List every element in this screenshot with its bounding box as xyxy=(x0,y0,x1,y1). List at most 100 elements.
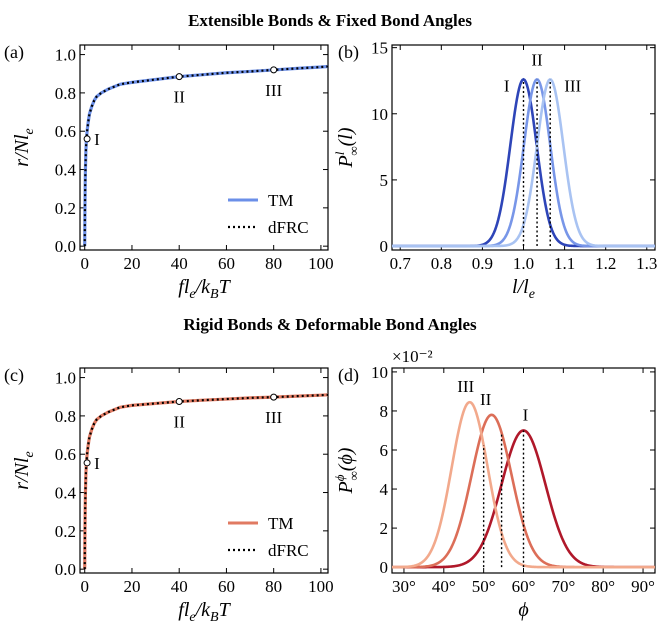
axis-label-part: r/Nl xyxy=(11,457,33,490)
x-tick-label: 40° xyxy=(432,577,456,596)
axis-label-part: (l) xyxy=(335,127,357,146)
axis-label-part: l xyxy=(332,151,347,155)
x-tick-label: 20 xyxy=(123,577,140,596)
tm-curve xyxy=(83,64,328,247)
plot-frame xyxy=(79,44,329,251)
axis-label-part: fl xyxy=(178,276,190,298)
tm-curve xyxy=(83,393,328,570)
axis-label-part: e xyxy=(189,610,195,625)
x-tick-label: 40 xyxy=(171,577,188,596)
y-tick-label: 1.0 xyxy=(55,46,76,65)
legend-label-tm: TM xyxy=(268,514,294,533)
x-tick-label: 1.0 xyxy=(513,254,534,273)
distribution-curve-III xyxy=(392,78,655,248)
y-tick-label: 0 xyxy=(380,237,389,256)
y-axis-label: Pl∞(l) xyxy=(332,127,361,168)
x-tick-label: 1.1 xyxy=(554,254,575,273)
state-marker xyxy=(83,135,91,143)
state-marker xyxy=(270,66,278,74)
state-marker xyxy=(83,459,91,467)
x-tick-label: 0.8 xyxy=(431,254,452,273)
y-tick-label: 0.4 xyxy=(55,161,77,180)
x-tick-label: 0 xyxy=(80,254,89,273)
y-tick-label: 0.4 xyxy=(55,484,77,503)
panel-label: (c) xyxy=(4,365,24,386)
axis-label-part: e xyxy=(22,451,37,457)
axis-label-part: fl xyxy=(178,599,190,621)
y-tick-label: 0.6 xyxy=(55,122,76,141)
y-axis-label: r/Nle xyxy=(11,128,37,166)
y-tick-label: 0.8 xyxy=(55,84,76,103)
y-multiplier: ×10⁻² xyxy=(392,347,433,366)
y-tick-label: 0.6 xyxy=(55,445,76,464)
x-axis-label: fle/kBT xyxy=(178,599,231,625)
axis-label-part: e xyxy=(189,287,195,302)
y-tick-label: 6 xyxy=(380,441,389,460)
y-axis-label: Pϕ∞(ϕ) xyxy=(332,447,361,494)
axis-label-part: (ϕ) xyxy=(335,447,357,471)
y-tick-label: 1.0 xyxy=(55,369,76,388)
x-tick-label: 60 xyxy=(218,577,235,596)
legend-label-dfrc: dFRC xyxy=(268,218,309,237)
y-tick-label: 4 xyxy=(380,480,389,499)
peak-label: III xyxy=(457,377,474,396)
x-tick-label: 30° xyxy=(392,577,416,596)
y-tick-label: 8 xyxy=(380,402,389,421)
y-tick-label: 5 xyxy=(380,171,389,190)
x-tick-label: 70° xyxy=(551,577,575,596)
state-marker xyxy=(175,398,183,406)
axis-label-part: P xyxy=(335,155,357,168)
axis-label-part: ϕ xyxy=(518,599,528,621)
axis-label-part: r/Nl xyxy=(11,134,33,167)
state-label: II xyxy=(174,88,186,107)
y-tick-label: 10 xyxy=(371,363,388,382)
peak-label: II xyxy=(531,50,543,69)
axis-label-part: ∞ xyxy=(346,146,361,155)
peak-label: III xyxy=(564,76,581,95)
x-tick-label: 0.7 xyxy=(390,254,412,273)
peak-label: II xyxy=(480,390,492,409)
state-label: I xyxy=(94,130,100,149)
x-tick-label: 60° xyxy=(512,577,536,596)
state-label: II xyxy=(174,413,186,432)
axis-label-part: P xyxy=(335,481,357,494)
peak-label: I xyxy=(523,405,529,424)
axis-label-part: /k xyxy=(195,276,212,298)
axis-label-part: l/l xyxy=(512,276,529,298)
axis-label-part: e xyxy=(529,287,535,302)
axis-label-part: B xyxy=(210,610,219,625)
y-tick-label: 0.0 xyxy=(55,237,76,256)
y-tick-label: 10 xyxy=(371,105,388,124)
y-tick-label: 0.2 xyxy=(55,522,76,541)
x-tick-label: 90° xyxy=(631,577,655,596)
axis-label-part: e xyxy=(22,128,37,134)
x-tick-label: 60 xyxy=(218,254,235,273)
x-axis-label: fle/kBT xyxy=(178,276,231,302)
x-tick-label: 80 xyxy=(265,577,282,596)
x-tick-label: 1.3 xyxy=(636,254,657,273)
panel-b: 0.7 0.8 0.9 1.0 1.1 1.2 1.3051015(b)IIIIIIl/le… xyxy=(332,39,657,302)
state-marker xyxy=(175,73,183,81)
panel-label: (d) xyxy=(338,365,359,386)
panel-label: (b) xyxy=(338,42,359,63)
panel-label: (a) xyxy=(4,42,24,63)
y-tick-label: 0.8 xyxy=(55,407,76,426)
plot-frame xyxy=(79,367,329,574)
axis-label-part: ϕ xyxy=(332,474,347,481)
y-tick-label: 0 xyxy=(380,558,389,577)
x-tick-label: 0.9 xyxy=(472,254,493,273)
x-tick-label: 20 xyxy=(123,254,140,273)
x-tick-label: 1.2 xyxy=(595,254,616,273)
x-axis-label: l/le xyxy=(512,276,535,302)
plot-frame xyxy=(391,367,656,574)
top-heading: Extensible Bonds & Fixed Bond Angles xyxy=(188,11,472,30)
peak-label: I xyxy=(504,76,510,95)
state-label: III xyxy=(265,408,282,427)
x-tick-label: 0 xyxy=(80,577,89,596)
state-label: I xyxy=(94,454,100,473)
panel-d: 30° 40° 50° 60° 70° 80° 90°0246810(d)IIIIII×10… xyxy=(332,347,656,621)
legend-label-tm: TM xyxy=(268,191,294,210)
